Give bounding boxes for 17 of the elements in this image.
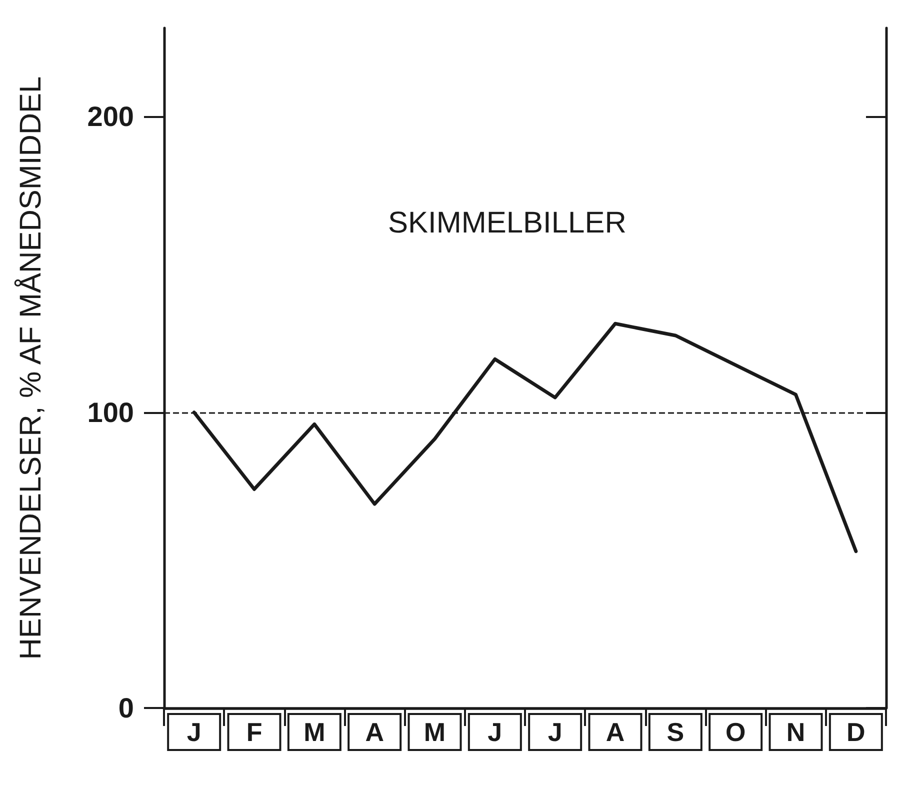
y-tick-label: 200 xyxy=(87,101,134,132)
x-tick-label: S xyxy=(666,717,684,747)
x-tick-label: N xyxy=(786,717,806,747)
x-tick-label: D xyxy=(846,717,866,747)
annotation: SKIMMELBILLER xyxy=(388,206,626,240)
y-tick-label: 0 xyxy=(118,692,134,724)
x-tick-label: J xyxy=(186,717,202,747)
x-tick-label: M xyxy=(424,717,446,747)
x-tick-label: J xyxy=(488,717,502,747)
x-tick-label: O xyxy=(725,717,746,747)
x-tick-label: J xyxy=(548,717,562,747)
x-tick-label: A xyxy=(365,717,384,747)
x-tick-label: A xyxy=(606,717,625,747)
x-tick-label: F xyxy=(246,717,262,747)
y-axis-title: HENVENDELSER, % AF MÅNEDSMIDDEL xyxy=(14,76,48,660)
x-tick-label: M xyxy=(304,717,326,747)
y-tick-label: 100 xyxy=(87,396,134,428)
